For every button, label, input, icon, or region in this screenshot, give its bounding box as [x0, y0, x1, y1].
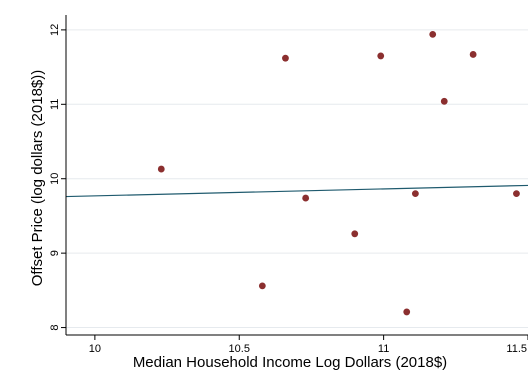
x-tick-label: 11.5: [506, 343, 527, 355]
fit-line-group: [65, 184, 528, 198]
scatter-point: [403, 308, 411, 316]
y-tick-label: 8: [49, 324, 61, 330]
axes: 8 9 10 11 12 10 10.5 11 11.5: [49, 15, 528, 355]
fit-line: [65, 184, 528, 198]
scatter-point: [429, 30, 437, 38]
y-tick-label: 9: [49, 250, 61, 256]
scatter-point: [513, 190, 520, 198]
x-tick-label: 10: [89, 343, 101, 355]
scatter-point: [157, 165, 165, 173]
y-tick-label: 11: [49, 99, 61, 110]
x-axis-title: Median Household Income Log Dollars (201…: [133, 354, 447, 371]
x-tick-label: 10.5: [229, 343, 250, 355]
scatter-point: [258, 282, 266, 290]
scatter-point: [282, 54, 289, 62]
y-tick-label: 10: [49, 173, 61, 185]
y-axis-title: Offset Price (log dollars (2018$)): [29, 70, 46, 286]
y-tick-label: 12: [49, 24, 61, 36]
scatter-point: [351, 230, 359, 238]
x-tick-label: 11: [378, 343, 389, 355]
grid-lines: [66, 29, 528, 329]
scatter-point: [377, 52, 385, 60]
scatter-point: [440, 97, 448, 105]
scatter-point: [302, 194, 310, 202]
scatter-point: [469, 51, 477, 58]
scatter-point: [411, 190, 419, 198]
data-points: [157, 30, 520, 316]
